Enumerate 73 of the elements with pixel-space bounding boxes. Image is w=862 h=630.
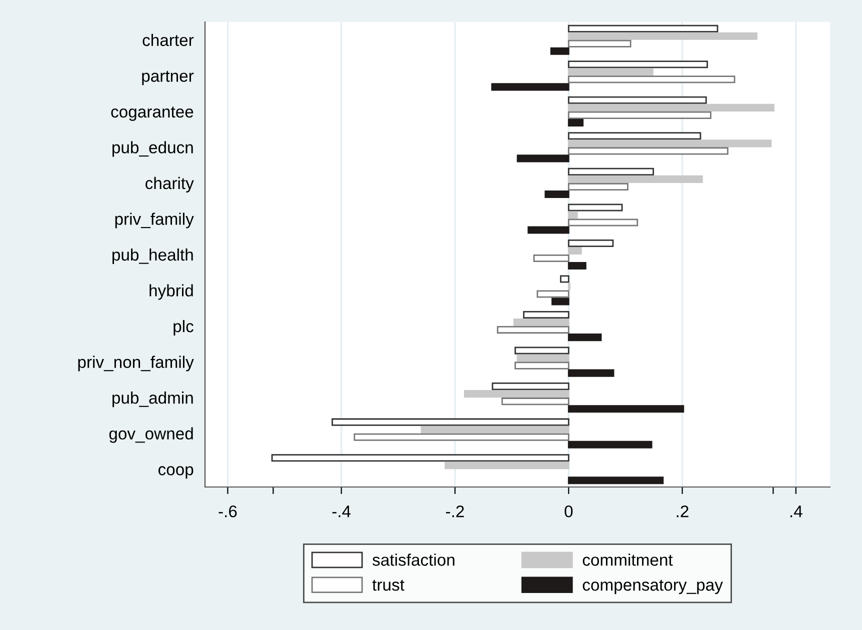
legend-label: trust — [372, 580, 404, 591]
bar — [536, 290, 570, 298]
bar — [514, 346, 570, 354]
bar — [568, 175, 703, 183]
bar — [568, 118, 584, 126]
bar — [533, 254, 570, 262]
y-tick-label: partner — [142, 70, 194, 86]
bar — [516, 354, 570, 362]
bar — [568, 147, 728, 155]
bar — [568, 60, 708, 68]
x-tick-label: .4 — [790, 506, 802, 518]
bar — [568, 24, 718, 32]
bar — [568, 40, 632, 48]
bar — [568, 32, 758, 40]
bar — [568, 204, 623, 212]
bar — [568, 168, 654, 176]
bar — [568, 76, 736, 84]
y-tick-label: plc — [174, 320, 194, 336]
bar — [568, 132, 702, 140]
x-tick-label: 0 — [564, 505, 573, 518]
bar — [560, 275, 570, 283]
bar — [568, 218, 638, 226]
bar — [568, 476, 664, 484]
bar — [514, 362, 570, 370]
bar — [568, 104, 774, 112]
bar — [568, 182, 628, 190]
bar — [464, 390, 570, 398]
y-tick-label: charter — [142, 34, 194, 46]
bar — [528, 226, 570, 234]
y-tick-label: coop — [158, 466, 194, 479]
x-tick-label: .2 — [676, 505, 688, 518]
y-tick-label: priv_non_family — [78, 356, 194, 372]
bar — [568, 246, 582, 255]
x-tick-label: -.6 — [218, 505, 237, 518]
bar — [568, 211, 578, 219]
bar — [568, 68, 654, 76]
legend-label: compensatory_pay — [582, 580, 723, 594]
bar — [516, 154, 570, 162]
bar — [501, 398, 570, 406]
x-tick-label: -.2 — [446, 505, 464, 518]
y-tick-label: pub_health — [112, 248, 193, 264]
y-tick-label: pub_educn — [112, 141, 193, 157]
y-tick-label: hybrid — [150, 284, 193, 300]
bar — [496, 326, 570, 334]
bar — [271, 454, 570, 462]
bar — [568, 369, 614, 377]
bar — [420, 426, 570, 434]
bar — [568, 111, 712, 119]
bar — [568, 239, 614, 248]
bar — [550, 47, 570, 55]
bar — [544, 190, 570, 198]
bar — [523, 310, 570, 319]
bar — [491, 83, 570, 91]
bar — [568, 96, 707, 104]
bar — [568, 262, 586, 270]
bar — [444, 462, 570, 470]
bar — [568, 140, 772, 148]
legend-label: satisfaction — [372, 554, 454, 566]
bar — [568, 334, 602, 342]
bar — [551, 298, 570, 306]
y-tick-label: pub_admin — [112, 392, 193, 408]
y-tick-label: priv_family — [115, 212, 194, 228]
y-tick-label: cogarantee — [111, 106, 194, 121]
y-tick-label: charity — [146, 176, 194, 192]
bar — [513, 318, 570, 326]
bar — [354, 433, 570, 441]
bar — [492, 382, 570, 390]
legend-label: commitment — [582, 554, 673, 566]
bar — [568, 440, 652, 448]
y-tick-label: gov_owned — [109, 427, 193, 443]
bar — [332, 418, 570, 426]
bar — [568, 405, 684, 413]
x-tick-label: -.4 — [332, 506, 351, 518]
